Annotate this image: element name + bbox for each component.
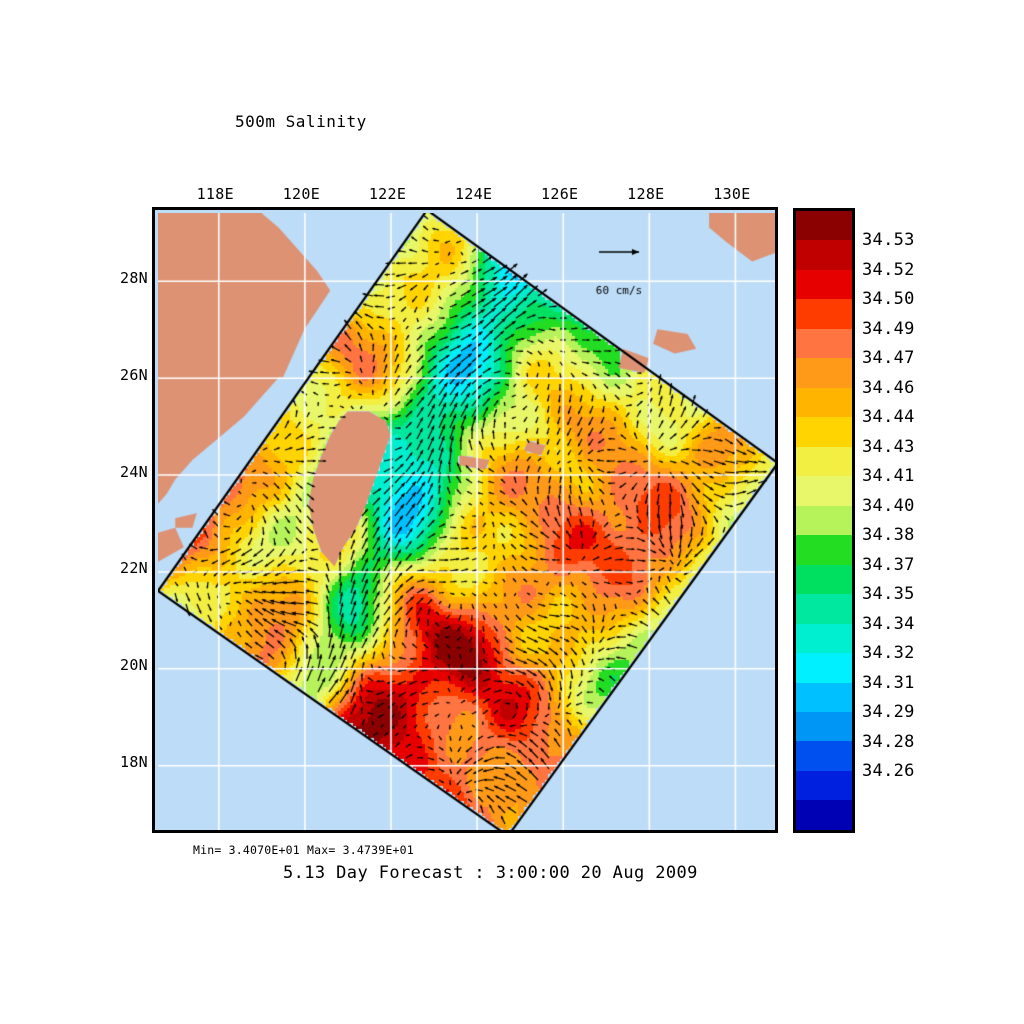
colorbar-swatch-11	[796, 535, 852, 565]
colorbar-label-34.49: 34.49	[862, 318, 915, 339]
lon-tick-124E: 124E	[454, 185, 493, 203]
colorbar-swatch-8	[796, 446, 852, 477]
forecast-caption: 5.13 Day Forecast : 3:00:00 20 Aug 2009	[283, 863, 698, 883]
colorbar-label-34.31: 34.31	[862, 672, 915, 693]
colorbar-label-34.38: 34.38	[862, 525, 915, 546]
colorbar-label-34.52: 34.52	[862, 259, 915, 280]
colorbar-swatch-6	[796, 387, 852, 418]
colorbar-swatch-7	[796, 417, 852, 447]
minmax-annotation: Min= 3.4070E+01 Max= 3.4739E+01	[193, 843, 414, 857]
lat-tick-28N: 28N	[120, 268, 148, 287]
colorbar-swatch-12	[796, 564, 852, 595]
colorbar-swatch-20	[796, 800, 852, 830]
colorbar-label-34.46: 34.46	[862, 377, 915, 398]
colorbar-swatch-1	[796, 240, 852, 270]
lat-tick-26N: 26N	[120, 365, 148, 384]
colorbar-label-34.32: 34.32	[862, 643, 915, 664]
colorbar-swatch-3	[796, 299, 852, 329]
lon-tick-128E: 128E	[627, 185, 665, 203]
colorbar-label-34.47: 34.47	[862, 348, 915, 369]
page-title: 500m Salinity	[235, 112, 367, 131]
lon-tick-122E: 122E	[368, 185, 407, 203]
colorbar-label-34.37: 34.37	[862, 554, 915, 575]
colorbar-label-34.41: 34.41	[862, 466, 915, 487]
colorbar-label-34.53: 34.53	[862, 230, 915, 251]
lon-tick-118E: 118E	[196, 185, 234, 203]
colorbar-swatch-15	[796, 653, 852, 683]
colorbar-swatch-18	[796, 741, 852, 771]
colorbar-swatch-10	[796, 505, 852, 536]
colorbar-label-34.35: 34.35	[862, 584, 915, 605]
colorbar-swatch-19	[796, 770, 852, 801]
salinity-map-canvas	[158, 213, 775, 830]
colorbar-label-34.43: 34.43	[862, 436, 915, 457]
colorbar-tick-labels: 34.53 34.52 34.50 34.49 34.47 34.46 34.44 34.43…	[862, 208, 972, 833]
colorbar-swatch-0	[796, 211, 852, 241]
colorbar-swatch-9	[796, 476, 852, 506]
colorbar-swatch-2	[796, 269, 852, 300]
colorbar-label-34.40: 34.40	[862, 495, 915, 516]
colorbar-swatch-13	[796, 594, 852, 624]
map-plot-area[interactable]	[152, 207, 778, 833]
colorbar-swatch-4	[796, 328, 852, 359]
lon-tick-130E: 130E	[713, 185, 751, 203]
colorbar-label-34.50: 34.50	[862, 289, 915, 310]
colorbar-swatch-5	[796, 358, 852, 388]
lat-tick-20N: 20N	[120, 656, 148, 675]
lon-tick-120E: 120E	[282, 185, 321, 203]
colorbar-label-34.44: 34.44	[862, 407, 915, 428]
colorbar-label-34.26: 34.26	[862, 761, 915, 782]
lon-tick-126E: 126E	[541, 185, 579, 203]
colorbar-label-34.28: 34.28	[862, 731, 915, 752]
lat-tick-22N: 22N	[120, 559, 148, 578]
lat-tick-18N: 18N	[120, 753, 148, 772]
colorbar-label-34.34: 34.34	[862, 613, 915, 634]
colorbar[interactable]	[793, 208, 855, 833]
colorbar-swatch-14	[796, 623, 852, 654]
colorbar-swatch-16	[796, 682, 852, 712]
colorbar-swatch-17	[796, 711, 852, 742]
lat-tick-24N: 24N	[120, 462, 148, 481]
colorbar-label-34.29: 34.29	[862, 702, 915, 723]
